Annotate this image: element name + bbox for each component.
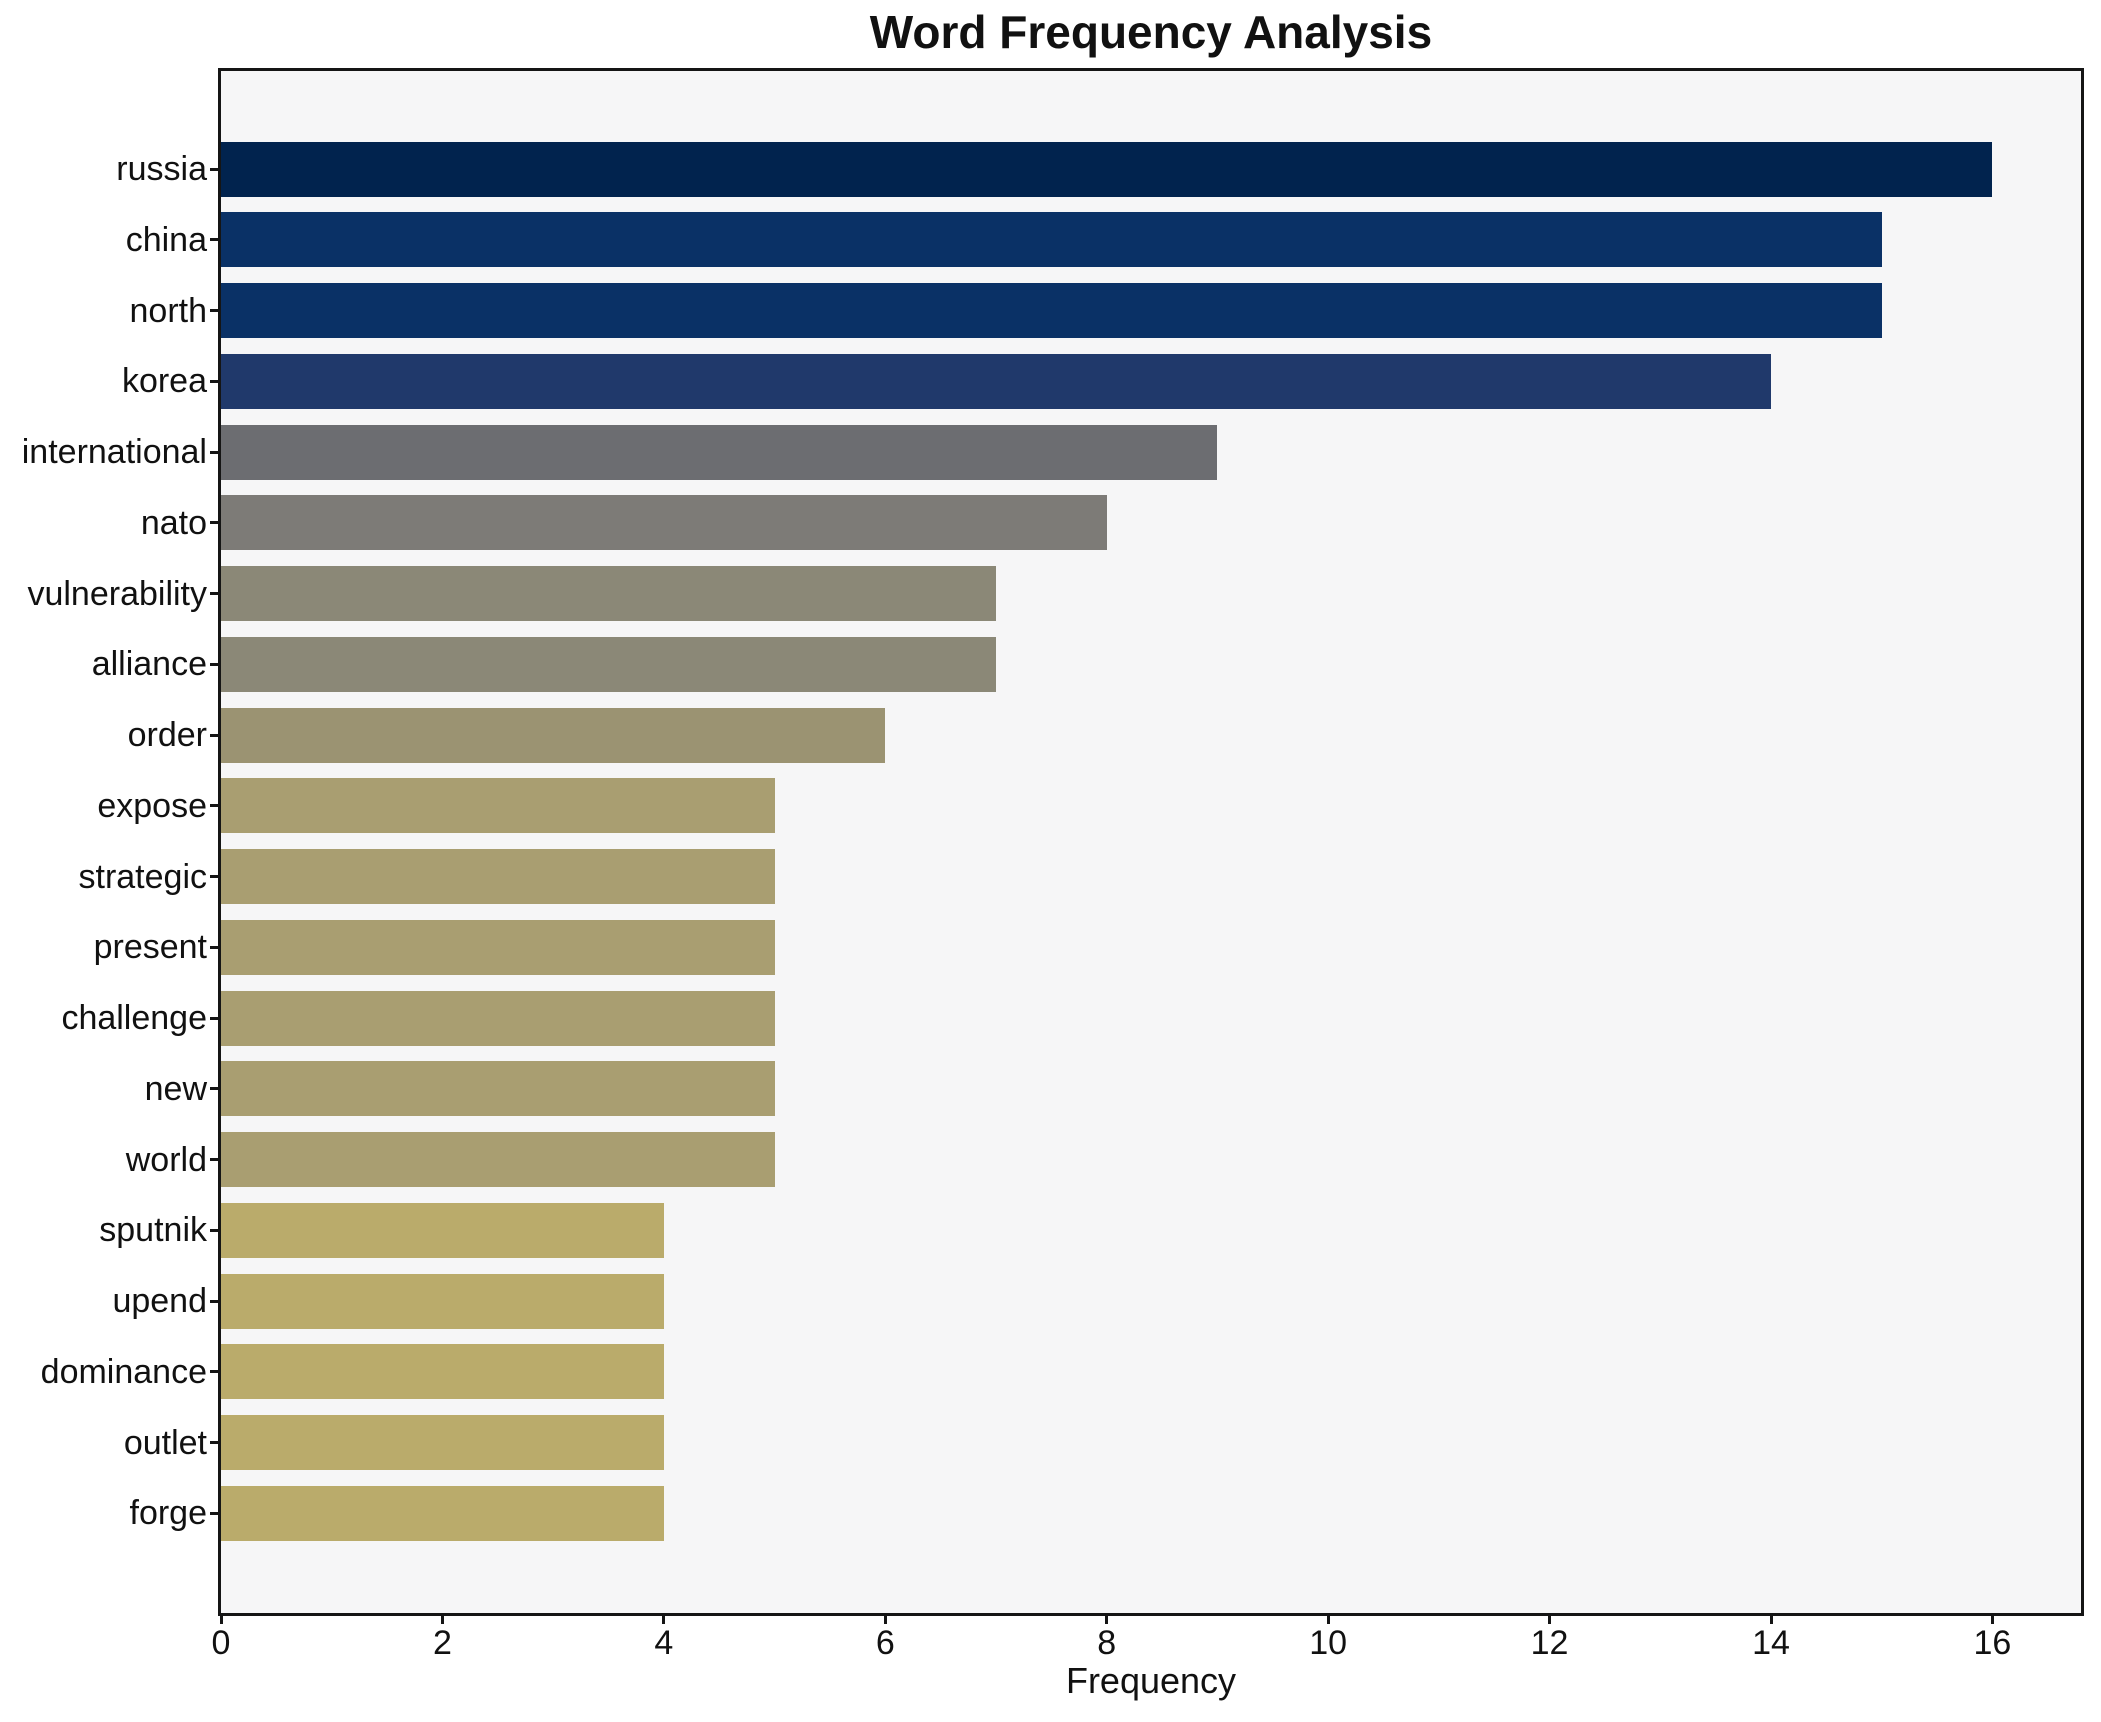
bar-world	[221, 1132, 775, 1188]
x-tick	[440, 1613, 444, 1624]
y-label-expose: expose	[97, 786, 207, 825]
x-tick-label-8: 8	[1097, 1624, 1117, 1662]
y-tick	[210, 945, 221, 949]
bar-north	[221, 283, 1882, 339]
bar-strategic	[221, 849, 775, 905]
x-tick	[219, 1613, 223, 1624]
y-label-new: new	[144, 1069, 207, 1108]
x-tick-label-14: 14	[1752, 1624, 1790, 1662]
bar-challenge	[221, 990, 775, 1046]
y-label-strategic: strategic	[78, 857, 208, 896]
y-tick	[210, 379, 221, 383]
y-label-alliance: alliance	[91, 645, 207, 684]
y-label-upend: upend	[112, 1282, 207, 1321]
x-tick	[1105, 1613, 1109, 1624]
x-tick	[1990, 1613, 1994, 1624]
y-tick	[210, 1087, 221, 1091]
y-tick	[210, 662, 221, 666]
bar-present	[221, 919, 775, 975]
y-tick	[210, 875, 221, 879]
y-label-international: international	[21, 433, 207, 472]
bar-international	[221, 424, 1218, 480]
y-label-china: china	[125, 220, 207, 259]
y-tick	[210, 804, 221, 808]
y-tick	[210, 1228, 221, 1232]
chart-title: Word Frequency Analysis	[869, 6, 1433, 58]
y-label-present: present	[93, 928, 207, 967]
y-tick	[210, 309, 221, 313]
x-tick-label-4: 4	[654, 1624, 674, 1662]
y-label-forge: forge	[129, 1494, 208, 1533]
x-tick-label-0: 0	[211, 1624, 231, 1662]
bar-expose	[221, 778, 775, 834]
x-axis-label: Frequency	[1065, 1660, 1237, 1701]
y-label-outlet: outlet	[123, 1423, 207, 1462]
bar-korea	[221, 353, 1771, 409]
y-label-order: order	[127, 716, 207, 755]
y-label-vulnerability: vulnerability	[27, 574, 207, 613]
y-tick	[210, 1016, 221, 1020]
y-label-nato: nato	[140, 503, 207, 542]
x-tick-label-2: 2	[432, 1624, 452, 1662]
y-tick	[210, 1299, 221, 1303]
y-label-sputnik: sputnik	[99, 1211, 207, 1250]
y-tick	[210, 1370, 221, 1374]
x-tick-label-12: 12	[1530, 1624, 1569, 1662]
y-label-world: world	[125, 1140, 207, 1179]
y-label-dominance: dominance	[40, 1352, 207, 1391]
x-tick-label-10: 10	[1309, 1624, 1348, 1662]
bar-new	[221, 1061, 775, 1117]
x-tick-label-16: 16	[1973, 1624, 2012, 1662]
bar-vulnerability	[221, 566, 996, 622]
x-tick	[662, 1613, 666, 1624]
x-tick-label-6: 6	[875, 1624, 895, 1662]
y-tick	[210, 1441, 221, 1445]
y-tick	[210, 167, 221, 171]
bar-china	[221, 212, 1882, 268]
bar-dominance	[221, 1344, 664, 1400]
x-tick	[883, 1613, 887, 1624]
y-tick	[210, 1511, 221, 1515]
x-tick	[1548, 1613, 1552, 1624]
plot-area	[218, 68, 2084, 1616]
y-tick	[210, 733, 221, 737]
y-tick	[210, 1158, 221, 1162]
y-tick	[210, 450, 221, 454]
x-tick	[1326, 1613, 1330, 1624]
bar-outlet	[221, 1415, 664, 1471]
bar-nato	[221, 495, 1107, 551]
bar-russia	[221, 141, 1993, 197]
bar-order	[221, 707, 886, 763]
y-label-russia: russia	[116, 150, 207, 189]
y-tick	[210, 521, 221, 525]
x-tick	[1769, 1613, 1773, 1624]
y-tick	[210, 592, 221, 596]
y-tick	[210, 238, 221, 242]
bar-forge	[221, 1485, 664, 1541]
bar-sputnik	[221, 1202, 664, 1258]
bar-upend	[221, 1273, 664, 1329]
y-label-korea: korea	[121, 362, 207, 401]
y-label-challenge: challenge	[61, 999, 207, 1038]
y-label-north: north	[129, 291, 208, 330]
bar-alliance	[221, 636, 996, 692]
